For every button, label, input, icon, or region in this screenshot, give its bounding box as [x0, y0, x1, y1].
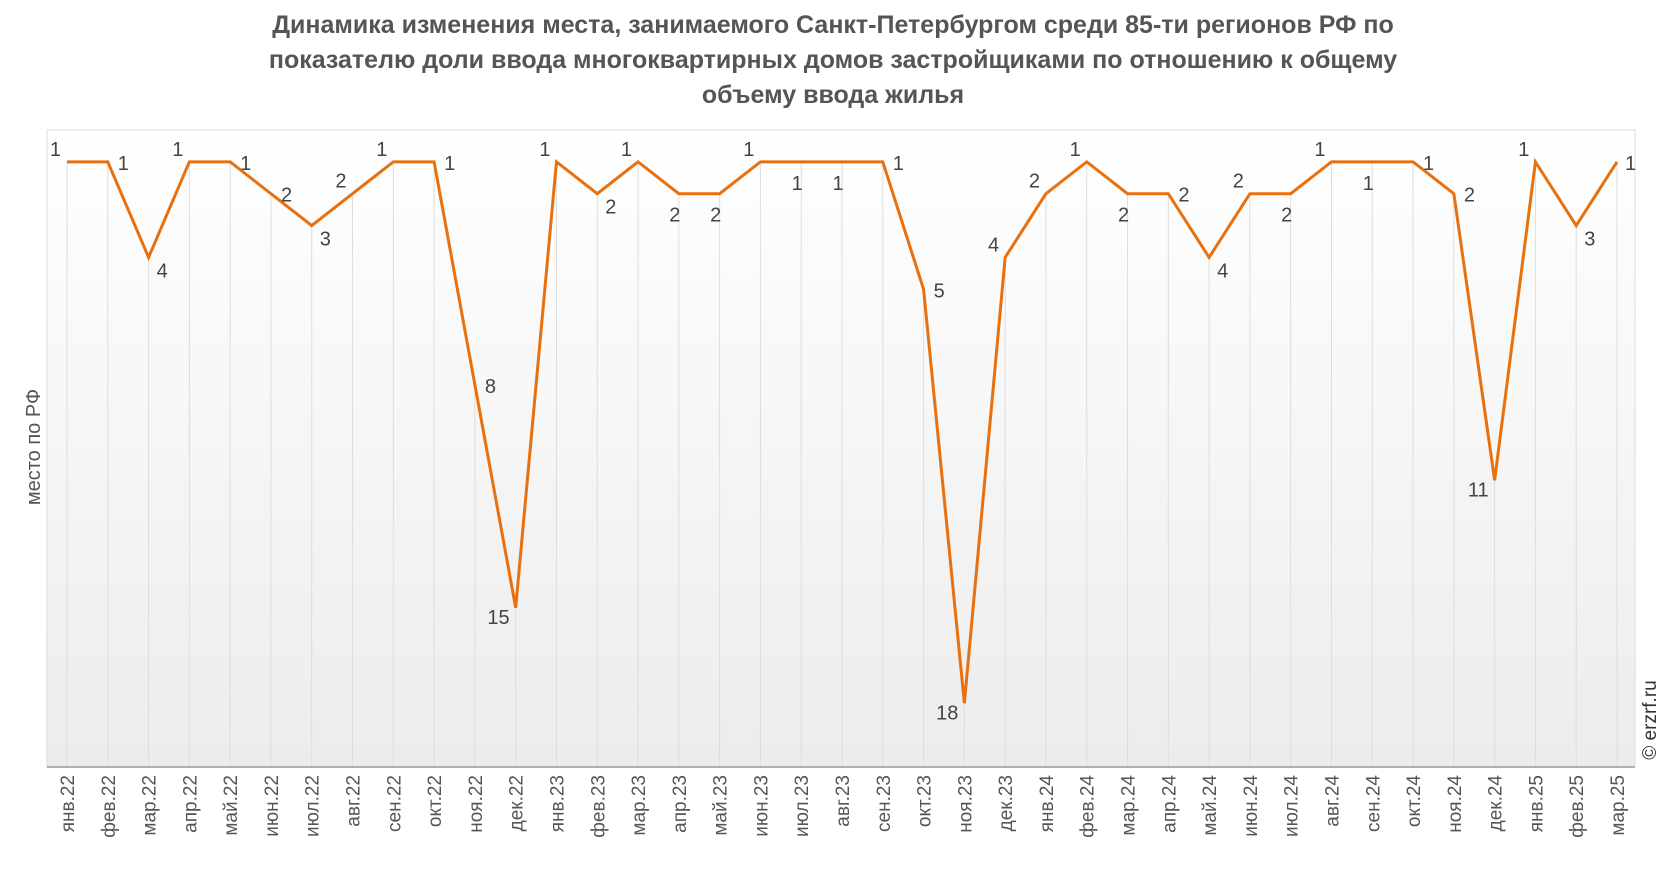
data-label: 1 [444, 153, 455, 175]
data-label: 2 [1178, 185, 1189, 207]
x-tick-label: июл.22 [303, 775, 324, 837]
data-label: 4 [1217, 260, 1228, 282]
data-label: 2 [1464, 185, 1475, 207]
chart-title-line: объему ввода жилья [701, 81, 965, 109]
x-tick-label: дек.23 [996, 775, 1017, 831]
chart-title-line: показателю доли ввода многоквартирных до… [268, 46, 1398, 74]
data-label: 4 [157, 260, 168, 282]
chart-title: Динамика изменения места, занимаемого Са… [0, 8, 1666, 113]
data-label: 1 [832, 173, 843, 195]
x-tick-label: июн.22 [262, 775, 283, 837]
x-tick-label: сен.24 [1363, 775, 1384, 832]
x-tick-label: фев.24 [1078, 775, 1099, 838]
data-label: 1 [621, 139, 632, 161]
data-label: 8 [485, 376, 496, 398]
x-tick-label: дек.24 [1486, 775, 1507, 832]
x-tick-label: июл.23 [792, 775, 813, 837]
x-tick-label: янв.23 [547, 775, 568, 832]
data-label: 1 [1363, 173, 1374, 195]
data-label: 1 [172, 139, 183, 161]
x-tick-label: мар.23 [629, 775, 650, 836]
x-tick-label: ноя.23 [955, 775, 976, 833]
data-label: 1 [792, 173, 803, 195]
data-label: 1 [539, 139, 550, 161]
x-tick-label: ноя.24 [1445, 775, 1466, 833]
data-label: 4 [988, 234, 999, 256]
watermark: © erzrf.ru [1640, 680, 1661, 759]
data-label: 2 [1118, 205, 1129, 227]
x-tick-label: янв.24 [1037, 775, 1058, 833]
x-tick-label: окт.22 [425, 775, 446, 827]
data-label: 1 [1518, 139, 1529, 161]
x-tick-label: апр.23 [670, 775, 691, 833]
x-tick-label: мар.22 [140, 775, 161, 836]
data-label: 2 [710, 205, 721, 227]
x-tick-label: июл.24 [1282, 775, 1303, 837]
data-label: 1 [118, 153, 129, 175]
x-tick-label: янв.25 [1526, 775, 1547, 832]
x-tick-label: фев.22 [99, 775, 120, 838]
x-tick-label: мар.24 [1119, 775, 1140, 836]
data-label: 2 [1029, 171, 1040, 193]
x-tick-label: ноя.22 [466, 775, 487, 833]
x-tick-label: май.24 [1200, 775, 1221, 836]
x-tick-label: авг.23 [833, 775, 854, 827]
data-label: 3 [1584, 229, 1595, 251]
data-label: 11 [1468, 479, 1489, 501]
x-tick-label: авг.22 [344, 775, 365, 827]
data-label: 1 [893, 153, 904, 175]
data-label: 15 [487, 607, 509, 629]
data-label: 1 [1070, 139, 1081, 161]
x-tick-label: фев.23 [588, 775, 609, 838]
x-tick-label: сен.22 [384, 775, 405, 832]
data-label: 1 [1314, 139, 1325, 161]
x-tick-label: июн.23 [751, 775, 772, 837]
data-label: 1 [50, 139, 61, 161]
x-tick-label: июн.24 [1241, 775, 1262, 837]
x-tick-label: окт.23 [915, 775, 936, 827]
x-tick-label: май.22 [221, 775, 242, 836]
x-tick-label: окт.24 [1404, 775, 1425, 828]
data-label: 1 [1423, 153, 1434, 175]
data-label: 2 [281, 185, 292, 207]
x-tick-label: дек.22 [507, 775, 528, 831]
data-label: 2 [1281, 205, 1292, 227]
x-tick-label: май.23 [711, 775, 732, 836]
x-tick-label: мар.25 [1608, 775, 1629, 836]
data-label: 1 [743, 139, 754, 161]
data-label: 1 [376, 139, 387, 161]
x-tick-label: янв.22 [58, 775, 79, 832]
data-label: 2 [1233, 171, 1244, 193]
chart-title-line: Динамика изменения места, занимаемого Са… [272, 11, 1394, 39]
data-label: 3 [320, 229, 331, 251]
data-label: 5 [934, 280, 945, 302]
plot-area [46, 129, 1636, 768]
data-label: 1 [1625, 153, 1636, 175]
data-label: 2 [669, 205, 680, 227]
x-tick-label: фев.25 [1567, 775, 1588, 838]
x-tick-label: авг.24 [1322, 775, 1343, 827]
y-axis-label: место по РФ [23, 389, 45, 505]
data-label: 1 [240, 153, 251, 175]
data-label: 2 [605, 197, 616, 219]
data-label: 2 [335, 171, 346, 193]
x-tick-label: сен.23 [874, 775, 895, 832]
x-tick-label: апр.24 [1159, 775, 1180, 833]
x-tick-label: апр.22 [180, 775, 201, 833]
data-label: 18 [936, 702, 958, 724]
